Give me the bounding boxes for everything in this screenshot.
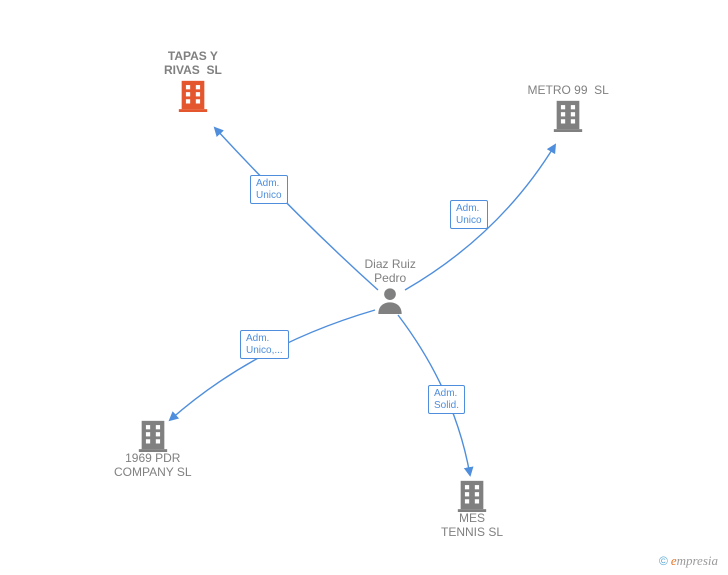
edge-tapas [215,128,378,290]
node-label: Diaz Ruiz Pedro [365,258,416,286]
edge-label-metro: Adm. Unico [450,200,488,229]
edge-label-tapas: Adm. Unico [250,175,288,204]
center-node[interactable]: Diaz Ruiz Pedro [365,258,416,314]
node-pdr[interactable]: 1969 PDR COMPANY SL [114,418,192,480]
building-icon [176,78,210,112]
node-label: TAPAS Y RIVAS SL [164,50,222,78]
node-label: METRO 99 SL [528,84,609,98]
node-tapas[interactable]: TAPAS Y RIVAS SL [164,50,222,112]
watermark: ©empresia [659,553,718,569]
person-icon [376,286,404,314]
node-mes[interactable]: MES TENNIS SL [441,478,503,540]
edge-label-mes: Adm. Solid. [428,385,465,414]
brand-rest: mpresia [677,553,718,568]
edge-label-pdr: Adm. Unico,... [240,330,289,359]
edge-pdr [170,310,375,420]
node-label: MES TENNIS SL [441,512,503,540]
node-metro[interactable]: METRO 99 SL [528,84,609,132]
building-icon [455,478,489,512]
building-icon [136,418,170,452]
node-label: 1969 PDR COMPANY SL [114,452,192,480]
copyright-symbol: © [659,554,668,568]
diagram-canvas: Diaz Ruiz Pedro TAPAS Y RIVAS SL METRO 9… [0,0,728,575]
building-icon [551,98,585,132]
